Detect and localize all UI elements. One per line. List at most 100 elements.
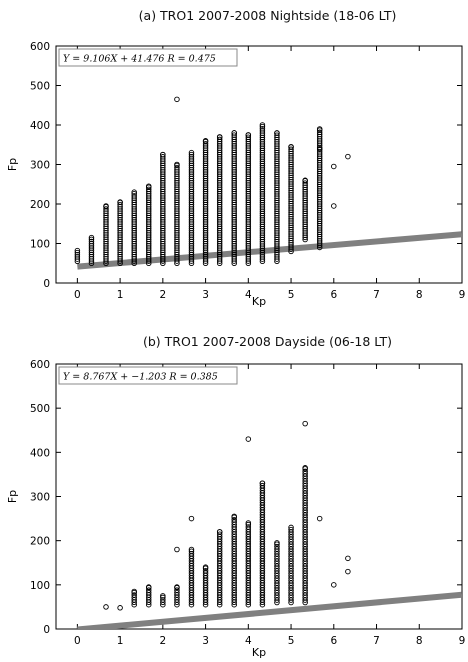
data-point: [288, 526, 294, 533]
y-tick-label: 400: [30, 447, 50, 459]
data-point: [188, 151, 195, 158]
x-axis-label: Kp: [252, 646, 266, 659]
data-point: [331, 163, 337, 170]
annotation-box: [58, 48, 238, 67]
fit-annotation: Y = 9.106X + 41.476 R = 0.475: [58, 48, 238, 67]
y-tick-label: 0: [43, 278, 50, 290]
x-tick-label: 6: [330, 635, 337, 647]
x-tick-label: 5: [288, 635, 295, 647]
y-tick-label: 200: [30, 536, 50, 548]
x-tick-label: 1: [117, 289, 124, 301]
data-point: [302, 468, 308, 475]
data-point: [160, 154, 166, 160]
data-point: [174, 164, 180, 171]
x-tick-label: 4: [245, 635, 252, 647]
data-point: [202, 564, 209, 570]
data-point: [174, 584, 180, 590]
plot-area: [77, 420, 462, 629]
regression-line: [77, 591, 462, 629]
data-point: [288, 143, 294, 150]
y-tick-label: 400: [30, 120, 50, 132]
data-point: [74, 252, 81, 258]
data-point: [302, 177, 308, 184]
annotation-text: Y = 9.106X + 41.476 R = 0.475: [63, 54, 216, 65]
x-tick-label: 7: [373, 289, 380, 301]
data-point: [259, 480, 266, 486]
data-point: [274, 543, 280, 550]
chart-a-svg: 0 1 2 3 4 5 6 7 8 9 0 100 200 300 400 500 600 Kp Fp Y = 9.1…: [6, 41, 465, 308]
data-point: [145, 186, 152, 193]
data-point: [160, 594, 166, 601]
data-point: [316, 145, 323, 152]
data-point: [316, 515, 323, 522]
data-point: [245, 436, 252, 442]
data-point: [245, 132, 252, 138]
data-point: [74, 247, 81, 254]
y-axis-label: Fp: [6, 158, 19, 171]
data-point: [316, 129, 323, 136]
data-point: [174, 546, 180, 553]
chart-b-svg: 0 1 2 3 4 5 6 7 8 9 0 100 200 300 400 500 600 Kp Fp Y = 8.7…: [6, 359, 466, 659]
data-point: [145, 183, 152, 189]
data-point: [316, 126, 323, 132]
data-point: [131, 193, 137, 199]
data-point: [88, 236, 95, 243]
data-point: [117, 201, 123, 208]
data-point: [331, 582, 337, 588]
x-tick-label: 1: [117, 635, 124, 647]
data-point: [259, 122, 266, 128]
y-tick-label: 500: [30, 403, 50, 415]
data-point: [216, 136, 223, 143]
data-point: [331, 203, 337, 209]
x-tick-label: 4: [245, 289, 252, 301]
y-tick-label: 200: [30, 199, 50, 211]
data-point: [231, 513, 237, 520]
data-point: [174, 161, 180, 168]
data-point: [259, 123, 266, 130]
data-point: [174, 587, 180, 593]
data-point: [131, 189, 137, 195]
data-point: [345, 555, 351, 562]
y-tick-label: 300: [30, 160, 50, 172]
chart-title-b: (b) TRO1 2007-2008 Dayside (06-18 LT): [142, 334, 393, 349]
data-point: [131, 592, 137, 598]
chart-panel-a: (a) TRO1 2007-2008 Nightside (18-06 LT) …: [0, 0, 468, 320]
chart-panel-b: (b) TRO1 2007-2008 Dayside (06-18 LT) 0 1…: [0, 325, 468, 662]
data-point: [302, 465, 308, 471]
data-point: [231, 132, 237, 138]
data-point: [188, 154, 195, 160]
plot-area: [74, 96, 462, 270]
chart-title-a: (a) TRO1 2007-2008 Nightside (18-06 LT): [138, 8, 397, 23]
fit-annotation: Y = 8.767X + −1.203 R = 0.385: [58, 366, 238, 385]
data-point: [103, 206, 109, 212]
data-point: [245, 134, 252, 140]
data-point: [245, 524, 252, 530]
y-tick-label: 0: [43, 624, 50, 636]
y-tick-label: 100: [30, 580, 50, 592]
data-point: [131, 190, 137, 197]
x-tick-label: 8: [416, 289, 423, 301]
data-point: [145, 584, 152, 590]
x-tick-label: 9: [459, 635, 466, 647]
plot-frame: [55, 363, 463, 630]
x-axis-label: Kp: [252, 295, 266, 308]
x-tick-label: 3: [202, 635, 209, 647]
y-tick-label: 100: [30, 239, 50, 251]
data-point: [188, 149, 195, 156]
x-tick-label: 2: [159, 289, 166, 301]
data-point: [174, 96, 180, 103]
data-point: [103, 203, 109, 209]
x-tick-label: 7: [373, 635, 380, 647]
data-point: [202, 141, 209, 147]
x-tick-label: 5: [288, 289, 295, 301]
data-point: [245, 520, 252, 526]
data-point: [245, 521, 252, 528]
data-point: [202, 138, 209, 144]
data-point: [274, 132, 280, 139]
data-point: [231, 130, 237, 136]
data-point: [259, 482, 266, 489]
data-point: [160, 593, 166, 599]
y-tick-label: 600: [30, 41, 50, 53]
data-point: [145, 587, 152, 593]
